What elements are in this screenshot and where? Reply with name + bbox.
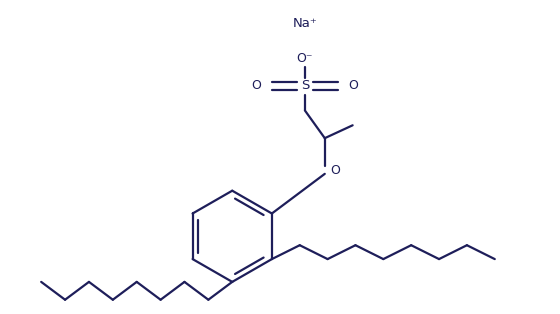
Text: O⁻: O⁻ [297,52,313,65]
Text: O: O [349,79,358,92]
Text: S: S [301,79,309,92]
Text: Na⁺: Na⁺ [292,17,318,30]
Text: O: O [330,164,340,177]
Text: O: O [251,79,261,92]
